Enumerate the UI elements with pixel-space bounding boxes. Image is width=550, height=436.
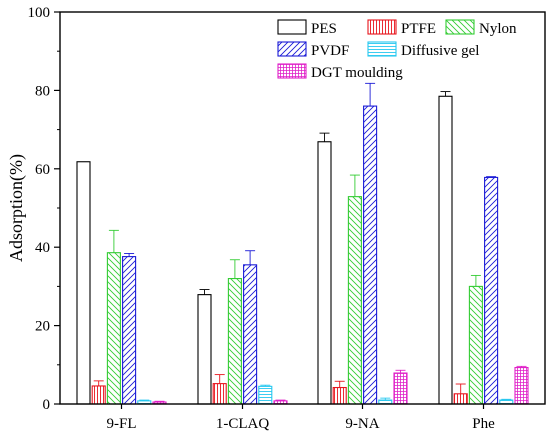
x-tick-label: 9-NA bbox=[345, 416, 379, 432]
bar-pes-phe bbox=[438, 95, 453, 405]
legend-label: DGT moulding bbox=[311, 65, 403, 81]
bar-nylon-9-fl bbox=[106, 252, 121, 405]
bar-nylon-9-na bbox=[347, 196, 362, 405]
legend-swatch bbox=[277, 19, 307, 35]
bar-pvdf-phe bbox=[484, 176, 499, 405]
bar-dgt-moulding-phe bbox=[514, 366, 529, 405]
bar-ptfe-1-claq bbox=[212, 383, 227, 405]
y-tick-label: 0 bbox=[43, 397, 51, 413]
y-tick-label: 40 bbox=[35, 240, 50, 256]
y-tick-label: 80 bbox=[35, 83, 50, 99]
bar-pes-9-na bbox=[317, 141, 332, 405]
x-tick-label: 9-FL bbox=[107, 416, 137, 432]
bar-pvdf-1-claq bbox=[243, 264, 258, 405]
legend-swatch bbox=[277, 41, 307, 57]
legend-label: PTFE bbox=[401, 21, 436, 37]
legend-label: PES bbox=[311, 21, 337, 37]
legend-swatch bbox=[445, 19, 475, 35]
bar-pes-1-claq bbox=[197, 294, 212, 405]
bar-ptfe-phe bbox=[453, 393, 468, 405]
legend-swatch bbox=[277, 63, 307, 79]
y-tick-label: 20 bbox=[35, 319, 50, 335]
bar-diffusive-gel-1-claq bbox=[258, 385, 273, 405]
y-axis-title: Adsorption(%) bbox=[6, 154, 27, 262]
legend-label: Nylon bbox=[479, 21, 517, 37]
bar-pes-9-fl bbox=[76, 161, 91, 405]
bar-nylon-phe bbox=[468, 285, 483, 405]
bar-pvdf-9-fl bbox=[122, 256, 137, 405]
y-tick-label: 60 bbox=[35, 162, 50, 178]
bar-pvdf-9-na bbox=[363, 105, 378, 405]
bar-dgt-moulding-9-na bbox=[393, 372, 408, 405]
y-tick-label: 100 bbox=[28, 5, 51, 21]
legend: PES PTFE Nylon PVDF Diffusive gel DGT mouldin… bbox=[277, 19, 517, 81]
bar-ptfe-9-fl bbox=[91, 385, 106, 405]
bar-nylon-1-claq bbox=[227, 278, 242, 405]
legend-swatch bbox=[367, 41, 397, 57]
x-tick-label: 1-CLAQ bbox=[216, 416, 269, 432]
bar-ptfe-9-na bbox=[332, 386, 347, 405]
legend-swatch bbox=[367, 19, 397, 35]
legend-label: Diffusive gel bbox=[401, 43, 479, 59]
x-tick-label: Phe bbox=[472, 416, 495, 432]
legend-label: PVDF bbox=[311, 43, 349, 59]
